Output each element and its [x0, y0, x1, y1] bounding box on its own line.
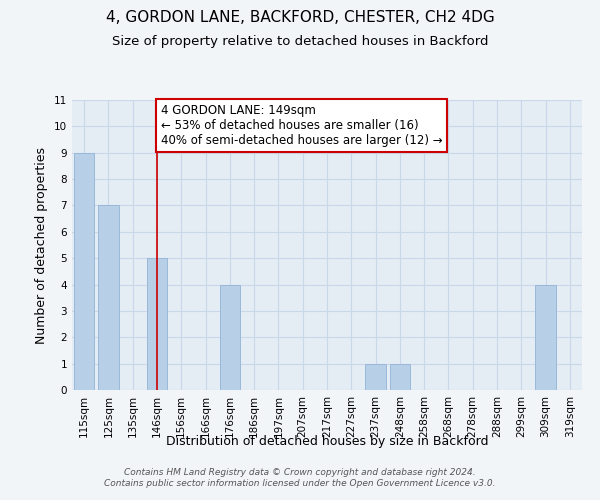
Text: Size of property relative to detached houses in Backford: Size of property relative to detached ho… — [112, 35, 488, 48]
Bar — [389, 364, 410, 390]
Text: 4, GORDON LANE, BACKFORD, CHESTER, CH2 4DG: 4, GORDON LANE, BACKFORD, CHESTER, CH2 4… — [106, 10, 494, 25]
Bar — [98, 206, 119, 390]
Bar — [365, 364, 386, 390]
Text: Contains HM Land Registry data © Crown copyright and database right 2024.
Contai: Contains HM Land Registry data © Crown c… — [104, 468, 496, 487]
Text: Distribution of detached houses by size in Backford: Distribution of detached houses by size … — [166, 435, 488, 448]
Y-axis label: Number of detached properties: Number of detached properties — [35, 146, 49, 344]
Text: 4 GORDON LANE: 149sqm
← 53% of detached houses are smaller (16)
40% of semi-deta: 4 GORDON LANE: 149sqm ← 53% of detached … — [161, 104, 442, 147]
Bar — [535, 284, 556, 390]
Bar — [220, 284, 240, 390]
Bar — [146, 258, 167, 390]
Bar — [74, 152, 94, 390]
